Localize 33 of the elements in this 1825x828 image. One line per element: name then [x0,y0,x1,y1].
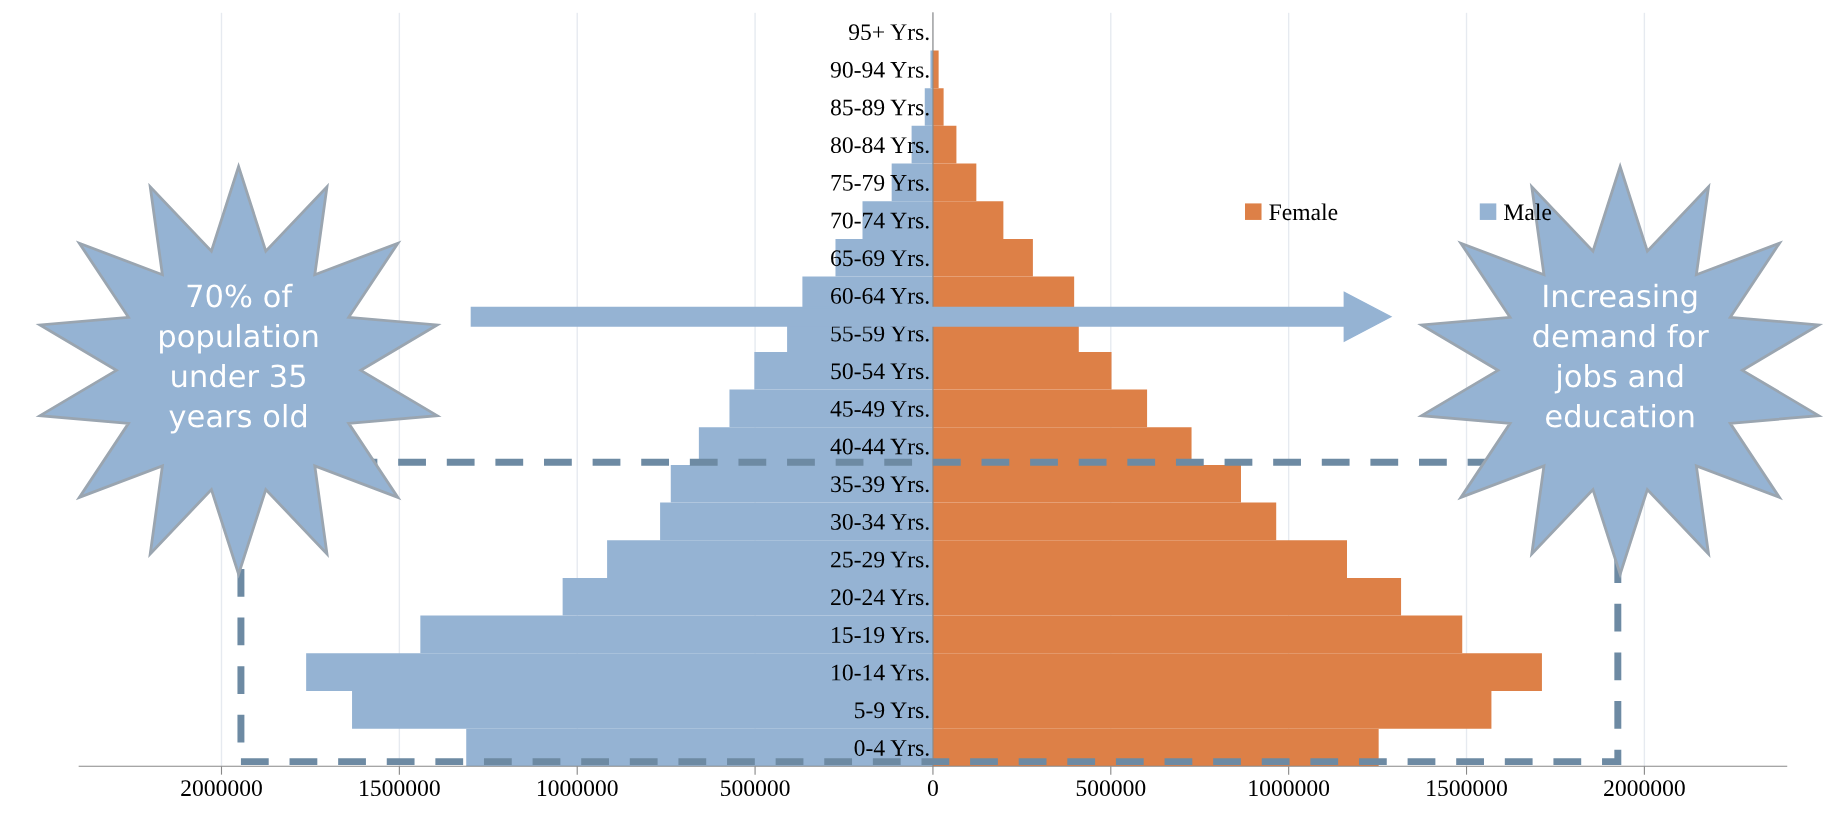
annotation: 70% of population under 35 years old [160,283,318,434]
y-tick-label: 5-9 Yrs. [855,702,929,719]
y-tick-label: 20-24 Yrs. [831,589,929,606]
y-tick-label: 80-84 Yrs. [830,137,929,154]
y-tick-label: 0-4 Yrs. [854,739,929,756]
annotation: Increasing demand for jobs and education [1533,283,1709,428]
y-tick-label: 75-79 Yrs. [831,174,929,191]
legend-label: Female [1269,203,1338,221]
x-tick-label: 0 [927,780,938,797]
y-tick-label: 25-29 Yrs. [831,551,929,568]
x-tick-label: 1000000 [537,780,618,797]
x-tick-label: 2000000 [181,780,262,797]
y-tick-label: 65-69 Yrs. [831,250,929,267]
y-tick-label: 15-19 Yrs. [832,627,929,643]
y-tick-label: 30-34 Yrs. [831,513,929,530]
y-tick-label: 45-49 Yrs. [830,400,929,417]
x-tick-label: 2000000 [1604,780,1685,797]
x-tick-label: 500000 [1076,780,1146,797]
x-tick-label: 1500000 [1427,780,1507,797]
y-tick-label: 70-74 Yrs. [831,212,929,229]
x-tick-label: 500000 [721,780,790,797]
y-tick-label: 35-39 Yrs. [831,476,929,493]
y-tick-label: 40-44 Yrs. [830,438,929,455]
x-tick-label: 1500000 [360,780,440,797]
legend-label: Male [1504,203,1552,221]
y-tick-label: 85-89 Yrs. [830,99,929,116]
y-tick-label: 50-54 Yrs. [831,363,929,380]
y-tick-label: 55-59 Yrs. [831,325,929,342]
y-tick-label: 90-94 Yrs. [830,61,929,78]
y-tick-label: 10-14 Yrs. [832,664,929,681]
y-tick-label: 60-64 Yrs. [831,287,929,304]
y-tick-label: 95+ Yrs. [848,24,929,41]
x-tick-label: 1000000 [1249,780,1330,797]
